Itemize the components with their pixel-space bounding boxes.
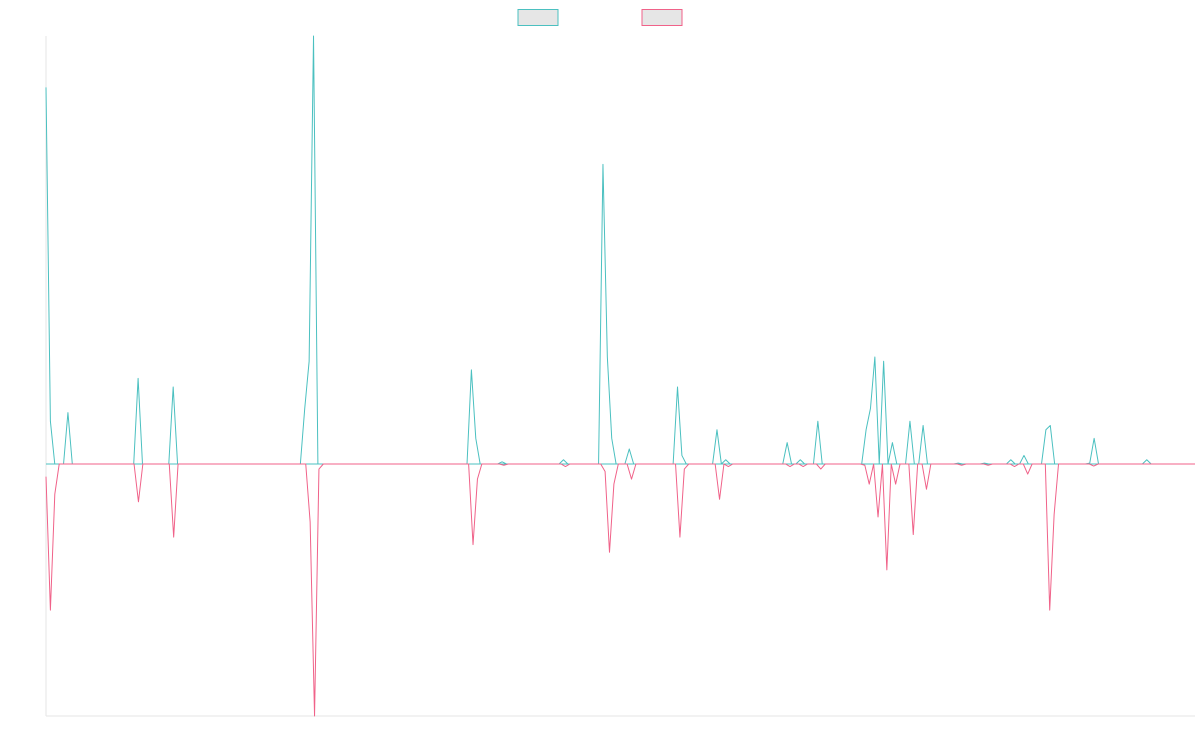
legend-swatch-1[interactable] xyxy=(517,9,559,26)
legend[interactable] xyxy=(517,9,683,26)
legend-swatch-2[interactable] xyxy=(641,9,683,26)
series-line-2 xyxy=(45,463,1195,717)
axes xyxy=(45,36,1195,717)
series-line-1 xyxy=(45,35,1195,465)
series-layer xyxy=(45,35,1195,717)
